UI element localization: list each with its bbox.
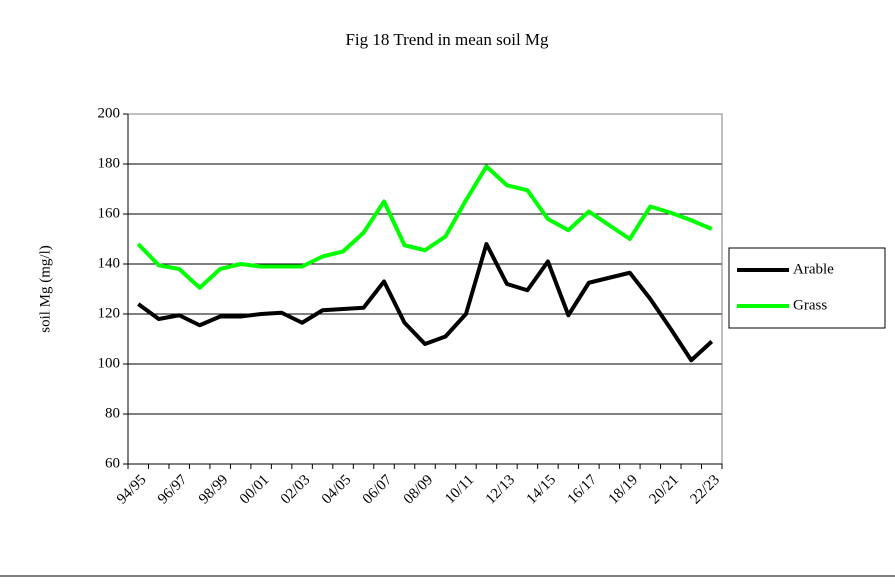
y-axis-label: soil Mg (mg/l) <box>37 245 53 333</box>
x-tick-label: 14/15 <box>524 472 559 507</box>
x-tick-label: 16/17 <box>565 472 601 508</box>
x-tick-label: 22/23 <box>688 472 723 507</box>
series-line <box>137 242 714 363</box>
x-tick-label: 12/13 <box>483 472 518 507</box>
y-tick-label: 180 <box>98 155 121 171</box>
y-tick-label: 140 <box>98 255 121 271</box>
y-tick-label: 100 <box>98 355 121 371</box>
x-tick-label: 04/05 <box>319 472 354 507</box>
legend-label: Grass <box>793 297 827 313</box>
x-tick-label: 20/21 <box>647 472 682 507</box>
series-line <box>136 164 713 290</box>
x-tick-label: 96/97 <box>155 472 191 508</box>
x-tick-label: 98/99 <box>196 472 231 507</box>
x-tick-label: 94/95 <box>114 472 149 507</box>
y-tick-label: 200 <box>98 105 121 121</box>
legend-label: Arable <box>793 261 834 277</box>
y-tick-label: 160 <box>98 205 121 221</box>
chart-title: Fig 18 Trend in mean soil Mg <box>345 30 549 49</box>
y-tick-label: 120 <box>98 305 121 321</box>
y-tick-label: 60 <box>105 455 120 471</box>
x-tick-label: 00/01 <box>237 472 272 507</box>
y-tick-label: 80 <box>105 405 120 421</box>
x-tick-label: 10/11 <box>442 472 477 507</box>
x-tick-label: 08/09 <box>401 472 436 507</box>
legend-box <box>728 247 886 329</box>
x-tick-label: 18/19 <box>606 472 641 507</box>
x-tick-label: 06/07 <box>360 472 396 508</box>
plot-frame <box>127 113 723 465</box>
x-tick-label: 02/03 <box>278 472 313 507</box>
